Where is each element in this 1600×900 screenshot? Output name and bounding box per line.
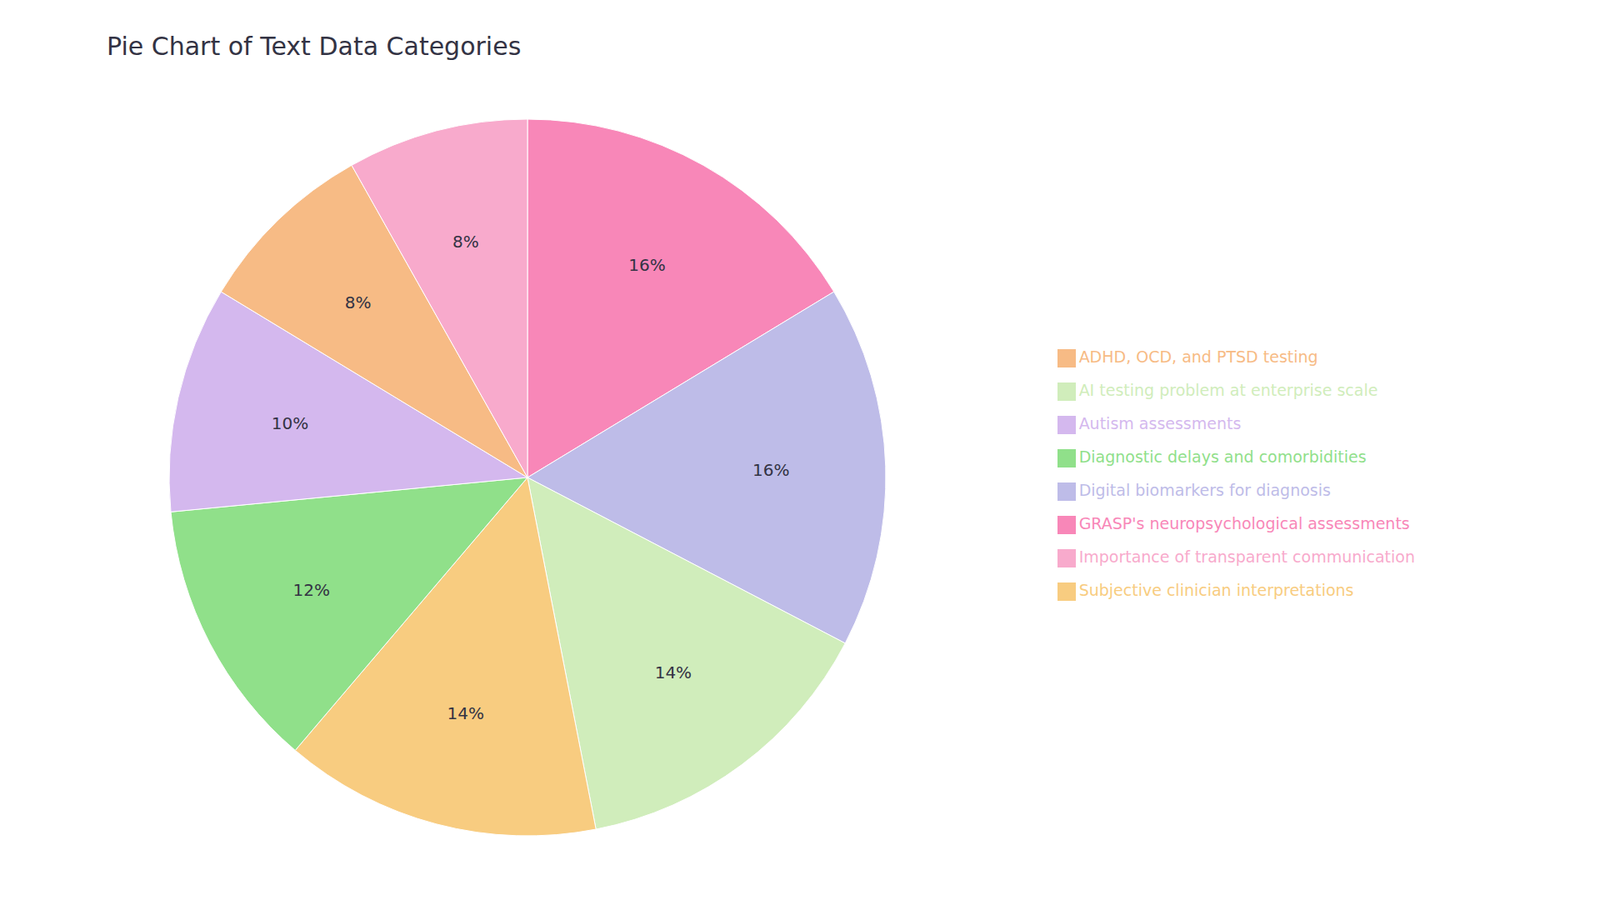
html-text:Diagnostic delays and comorbid: Diagnostic delays and comorbidities bbox=[1078, 447, 1367, 466]
svg-text:16%: 16% bbox=[752, 460, 790, 480]
svg-text:8%: 8% bbox=[345, 292, 372, 313]
html-text:Digital biomarkers for diagnos: Digital biomarkers for diagnosis bbox=[1078, 480, 1331, 500]
html-text:ADHD, OCD, and PTSD testing: ADHD, OCD, and PTSD testing bbox=[1078, 347, 1318, 366]
html-text:Importance of transparent comm: Importance of transparent communication bbox=[1078, 547, 1415, 566]
html-text:Autism assessments: Autism assessments bbox=[1078, 414, 1242, 433]
html-text:GRASP's neuropsychological ass: GRASP's neuropsychological assessments bbox=[1078, 514, 1410, 533]
svg-text:10%: 10% bbox=[271, 413, 309, 434]
svg-text:14%: 14% bbox=[655, 662, 692, 683]
svg-text:16%: 16% bbox=[628, 255, 665, 275]
html-text:Subjective clinician interpret: Subjective clinician interpretations bbox=[1078, 580, 1354, 600]
html-text:AI testing problem at enterpri: AI testing problem at enterprise scale bbox=[1078, 380, 1378, 400]
html-text:Pie Chart of Text Data Categor: Pie Chart of Text Data Categories bbox=[106, 31, 522, 61]
svg-text:14%: 14% bbox=[447, 703, 485, 724]
svg-text:12%: 12% bbox=[293, 580, 330, 600]
svg-text:8%: 8% bbox=[452, 231, 480, 252]
